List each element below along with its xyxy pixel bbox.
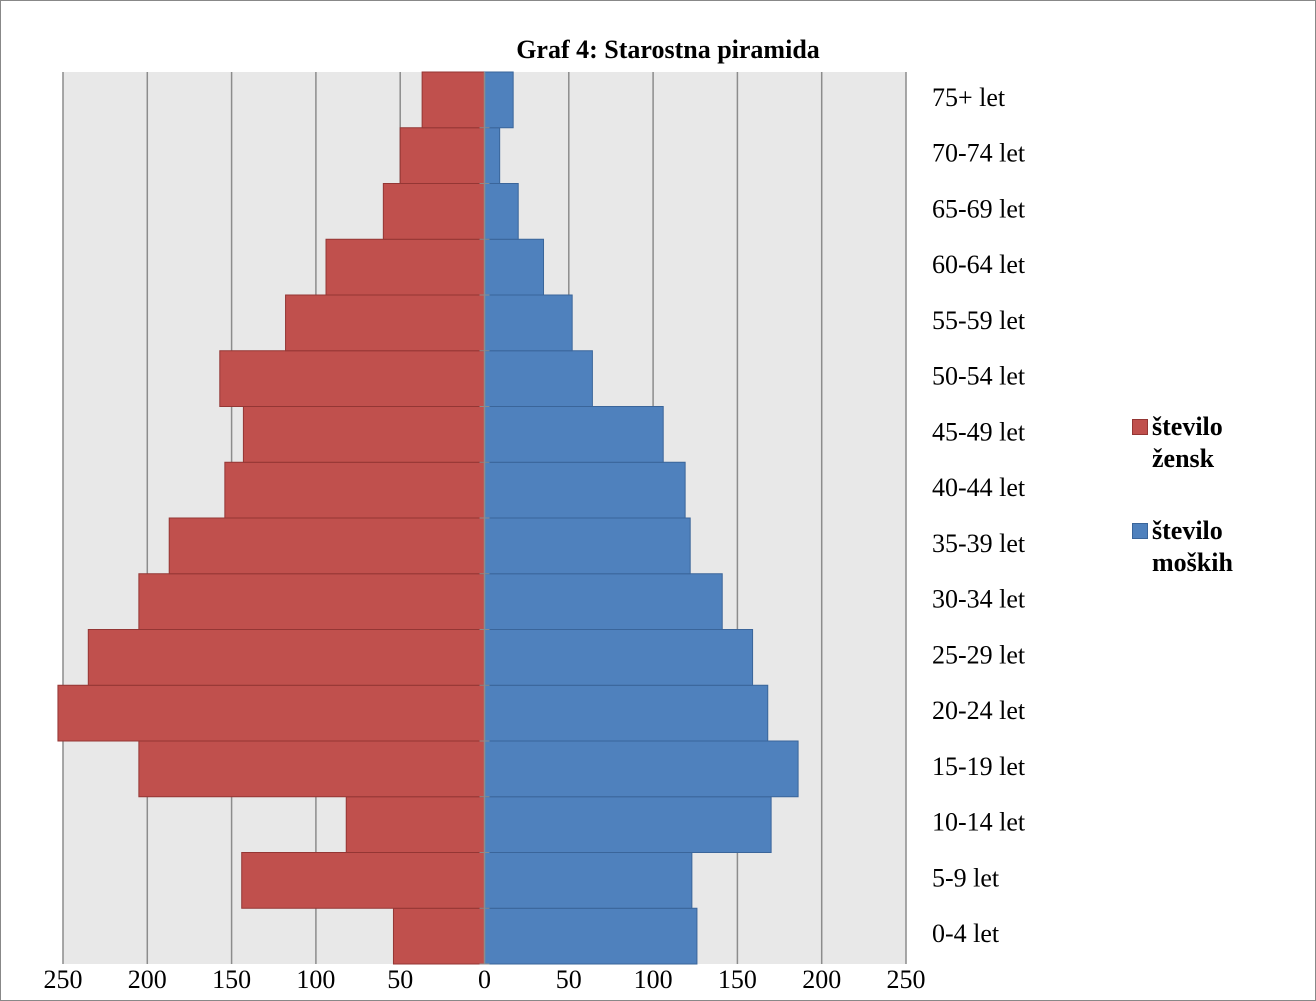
bar xyxy=(168,517,486,575)
bar xyxy=(484,294,573,352)
bar xyxy=(484,71,514,129)
bar xyxy=(382,183,485,240)
category-label: 0-4 let xyxy=(932,919,1000,948)
category-label: 60-64 let xyxy=(932,250,1026,279)
bar xyxy=(219,350,485,407)
category-label: 40-44 let xyxy=(932,473,1026,502)
chart-title: Graf 4: Starostna piramida xyxy=(516,35,820,64)
x-tick-label: 250 xyxy=(44,965,83,994)
bar xyxy=(484,517,691,575)
bar xyxy=(484,796,772,853)
x-tick-label: 0 xyxy=(478,965,491,994)
bar xyxy=(138,740,485,798)
legend-label: število moških xyxy=(1152,516,1233,577)
bar xyxy=(484,684,769,742)
category-label: 50-54 let xyxy=(932,362,1026,391)
x-tick-label: 50 xyxy=(387,965,413,994)
x-tick-label: 100 xyxy=(634,965,673,994)
bar xyxy=(484,127,501,184)
category-label: 35-39 let xyxy=(932,529,1026,558)
x-tick-label: 200 xyxy=(802,965,841,994)
category-label: 20-24 let xyxy=(932,696,1026,725)
bar xyxy=(484,907,698,965)
bar xyxy=(285,294,485,352)
category-label: 10-14 let xyxy=(932,808,1026,837)
bar xyxy=(325,238,485,296)
x-tick-label: 200 xyxy=(128,965,167,994)
category-label: 25-29 let xyxy=(932,640,1026,669)
category-label: 5-9 let xyxy=(932,863,1000,892)
bar xyxy=(242,406,485,463)
bar xyxy=(484,350,593,407)
legend-swatch xyxy=(1132,523,1148,539)
x-tick-label: 100 xyxy=(296,965,335,994)
bar xyxy=(87,629,485,686)
legend-item: število moških xyxy=(1132,515,1282,579)
bar xyxy=(57,684,486,742)
category-label: 55-59 let xyxy=(932,306,1026,335)
x-tick-label: 150 xyxy=(718,965,757,994)
bar xyxy=(421,71,486,129)
bar xyxy=(399,127,486,184)
category-label: 75+ let xyxy=(932,83,1006,112)
legend-label: število žensk xyxy=(1152,412,1223,473)
category-label: 65-69 let xyxy=(932,194,1026,223)
x-tick-label: 150 xyxy=(212,965,251,994)
x-tick-label: 50 xyxy=(556,965,582,994)
bar xyxy=(484,573,723,630)
category-label: 70-74 let xyxy=(932,139,1026,168)
bar xyxy=(138,573,485,630)
bar xyxy=(345,796,485,853)
legend-swatch xyxy=(1132,419,1148,435)
category-label: 30-34 let xyxy=(932,585,1026,614)
bar xyxy=(484,406,664,463)
legend-item: število žensk xyxy=(1132,411,1282,475)
bar xyxy=(484,461,686,519)
bar xyxy=(484,740,799,798)
bar xyxy=(484,238,545,296)
bar xyxy=(484,852,693,909)
bar xyxy=(392,907,485,965)
bar xyxy=(484,183,519,240)
category-label: 45-49 let xyxy=(932,417,1026,446)
category-label: 15-19 let xyxy=(932,752,1026,781)
bar xyxy=(224,461,486,519)
bar xyxy=(241,852,485,909)
bar xyxy=(484,629,754,686)
x-tick-label: 250 xyxy=(887,965,926,994)
